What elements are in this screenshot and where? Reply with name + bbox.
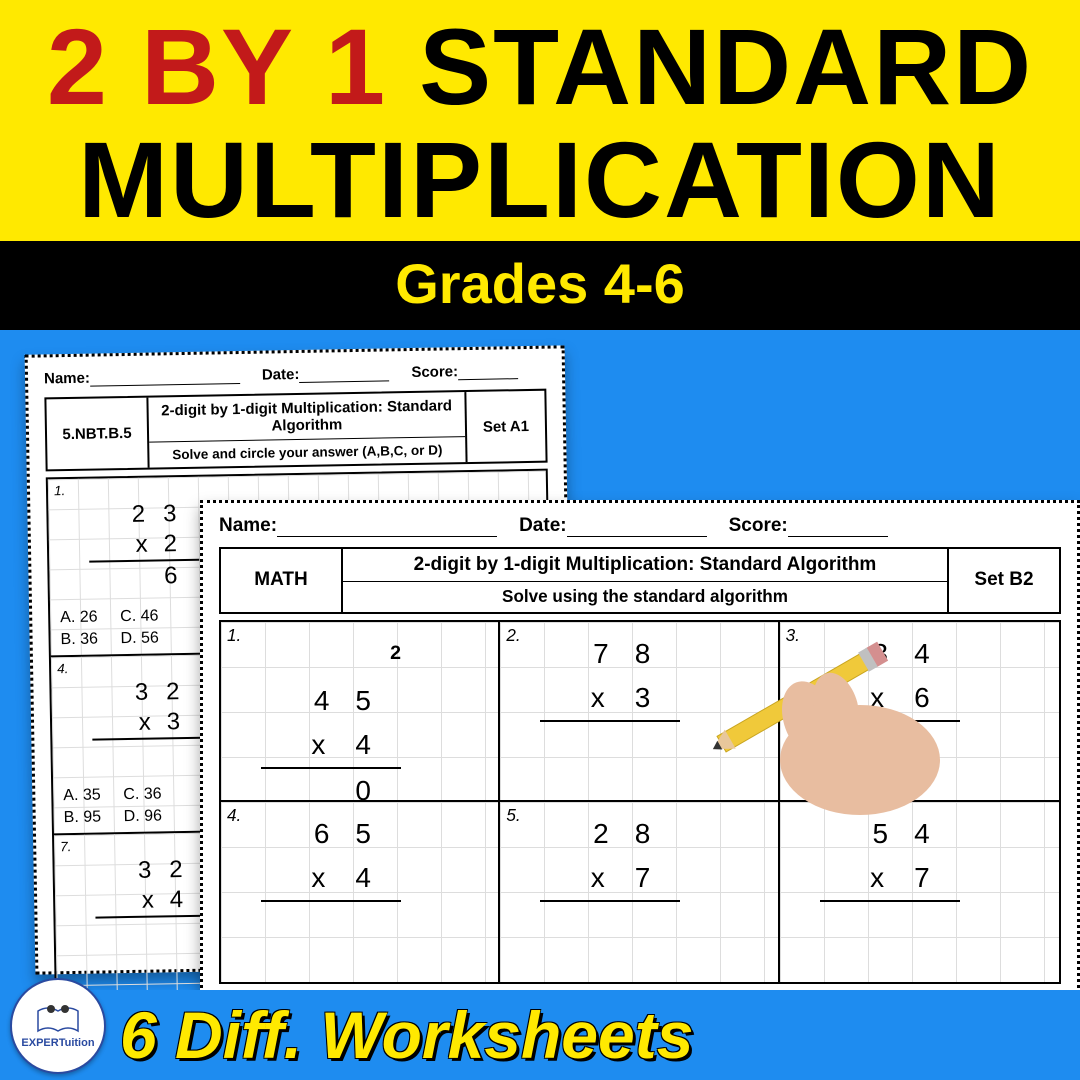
problem-number: 3. [786,626,800,646]
problem-number: 4. [57,661,69,676]
logo-label: EXPERTuition [21,1037,94,1049]
problem-cell: 2. 78 x3 [500,622,779,802]
ws-front-subtitle: Solve using the standard algorithm [343,582,947,612]
grades-banner: Grades 4-6 [0,241,1080,330]
problem-cell: 54 x7 [780,802,1059,982]
date-label: Date: [262,366,300,384]
ws-front-grid: 1. 2 45 x4 0 2. 78 x3 3. [219,620,1061,984]
problem-cell: 4. 65 x4 [221,802,500,982]
ws-front-title: 2-digit by 1-digit Multiplication: Stand… [343,549,947,582]
name-label: Name: [44,369,90,387]
score-label: Score: [729,515,788,537]
answer-choices: A. 35C. 36 B. 95D. 96 [63,785,184,827]
title-banner: 2 BY 1 STANDARD MULTIPLICATION [0,0,1080,241]
footer-text: 6 Diff. Worksheets [120,997,693,1073]
worksheet-stage: Name: Date: Score: 5.NBT.B.5 2-digit by … [0,330,1080,940]
standard-code: 5.NBT.B.5 [46,397,147,469]
problem-number: 4. [227,806,241,826]
problem-number: 7. [60,839,72,854]
answer-choices: A. 26C. 46 B. 36D. 56 [60,607,181,649]
problem-number: 1. [227,626,241,646]
ws-back-subtitle: Solve and circle your answer (A,B,C, or … [149,437,465,468]
brand-logo: EXPERTuition [10,978,106,1074]
score-label: Score: [411,363,458,381]
problem-number: 2. [506,626,520,646]
problem-number: 5. [506,806,520,826]
name-label: Name: [219,515,277,537]
ws-back-title: 2-digit by 1-digit Multiplication: Stand… [148,392,465,443]
ws-front-titlebar: MATH 2-digit by 1-digit Multiplication: … [219,547,1061,614]
mult-problem: 23 x2 6 [88,499,200,593]
worksheet-front: Name: Date: Score: MATH 2-digit by 1-dig… [200,500,1080,1000]
problem-cell: 1. 2 45 x4 0 [221,622,500,802]
problem-cell: 3. 34 x6 [780,622,1059,802]
set-label: Set A1 [466,390,545,461]
book-icon [34,1003,82,1037]
title-line-2: MULTIPLICATION [0,123,1080,236]
mult-problem: 32 x3 [91,677,202,741]
title-black-1: STANDARD [419,6,1033,127]
ws-front-header: Name: Date: Score: [219,515,1061,537]
footer-bar: 6 Diff. Worksheets [0,990,1080,1080]
ws-back-header: Name: Date: Score: [44,360,546,387]
standard-code: MATH [221,549,341,612]
set-label: Set B2 [949,549,1059,612]
problem-cell: 5. 28 x7 [500,802,779,982]
mult-problem: 32 x4 [94,854,205,918]
date-label: Date: [519,515,567,537]
problem-number: 1. [54,483,66,498]
title-red: 2 BY 1 [47,6,387,127]
ws-back-titlebar: 5.NBT.B.5 2-digit by 1-digit Multiplicat… [44,388,547,471]
